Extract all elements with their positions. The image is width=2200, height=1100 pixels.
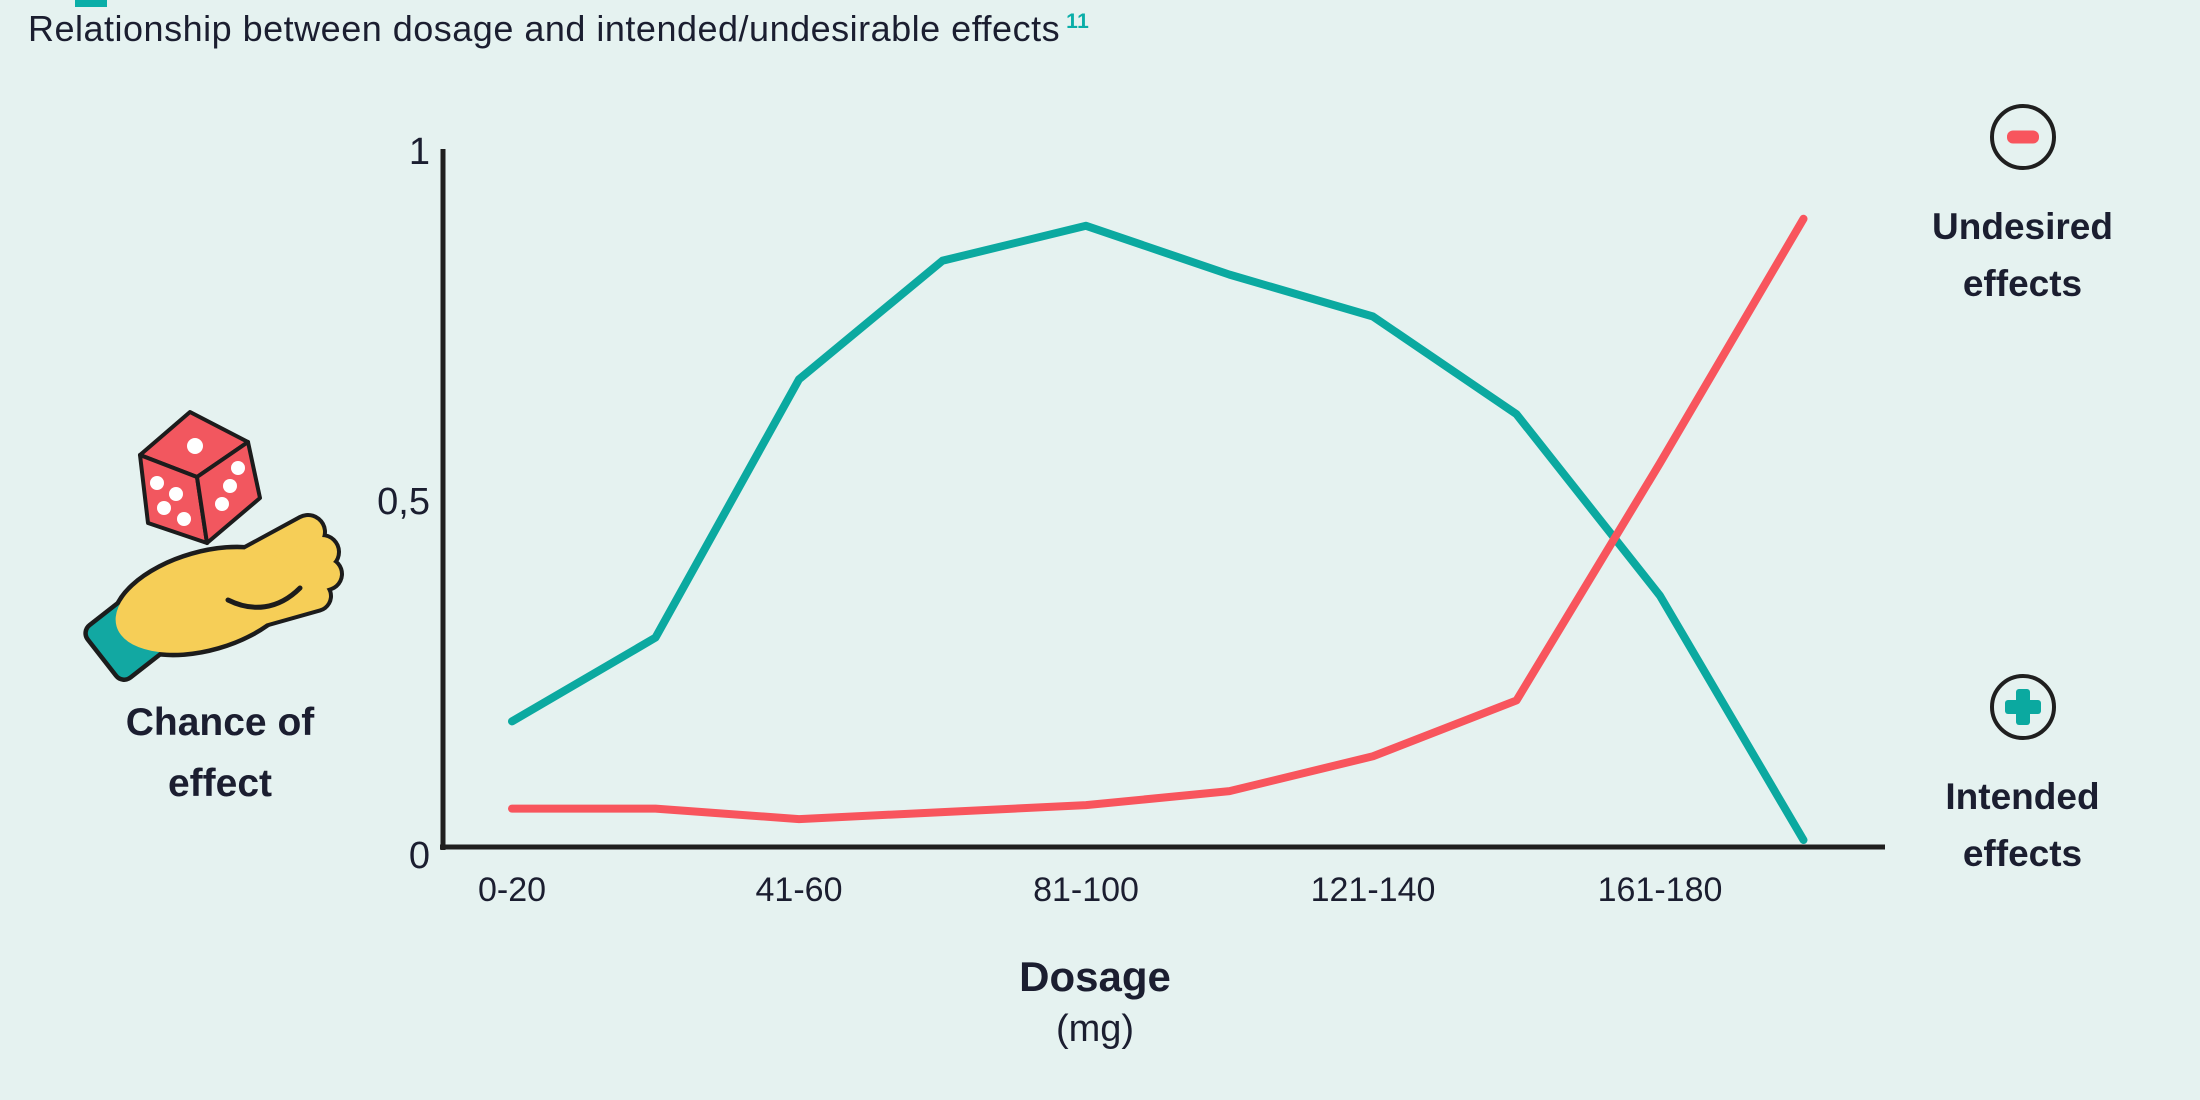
intended-effects-line [508, 221, 1808, 845]
x-tick-label: 0-20 [478, 871, 546, 909]
y-tick-1: 1 [409, 131, 430, 173]
chance-line2: effect [167, 762, 273, 805]
legend-undesired-label: Undesired effects [1932, 206, 2113, 304]
cropped-teal-mark [75, 0, 107, 7]
hand-icon [83, 513, 344, 682]
x-axis-title-block: Dosage (mg) [945, 952, 1245, 1056]
y-tick-05: 0,5 [377, 481, 430, 523]
x-tick-label: 81-100 [1033, 871, 1139, 909]
x-tick-label: 41-60 [756, 871, 843, 909]
die-icon [138, 410, 262, 545]
chance-line1: Chance of [125, 701, 315, 744]
legend-intended-label: Intended effects [1945, 776, 2100, 874]
minus-circle-icon [1989, 104, 2056, 170]
x-tick-labels: 0-20 41-60 81-100 121-140 161-180 [478, 871, 1722, 909]
undesired-effects-line [508, 214, 1808, 824]
x-tick-label: 121-140 [1311, 871, 1436, 909]
plus-glyph [2015, 689, 2030, 725]
y-tick-0: 0 [409, 835, 430, 877]
die-pips [150, 438, 245, 526]
minus-glyph [2006, 130, 2039, 144]
palm-fold-line [225, 585, 303, 610]
plus-circle-icon [1989, 674, 2056, 740]
y-axis-annotation: Chance of effect [60, 692, 380, 814]
hand-with-die-illustration [83, 410, 344, 682]
chart-title-text: Relationship between dosage and intended… [28, 8, 1061, 49]
chart-title: Relationship between dosage and intended… [28, 8, 1089, 50]
x-axis-title: Dosage [1019, 953, 1171, 1000]
x-tick-label: 161-180 [1598, 871, 1723, 909]
legend-undesired: Undesired effects [1900, 104, 2145, 312]
legend-intended: Intended effects [1900, 674, 2145, 882]
x-axis-unit: (mg) [1055, 1008, 1135, 1050]
footnote-reference: 11 [1066, 10, 1090, 33]
